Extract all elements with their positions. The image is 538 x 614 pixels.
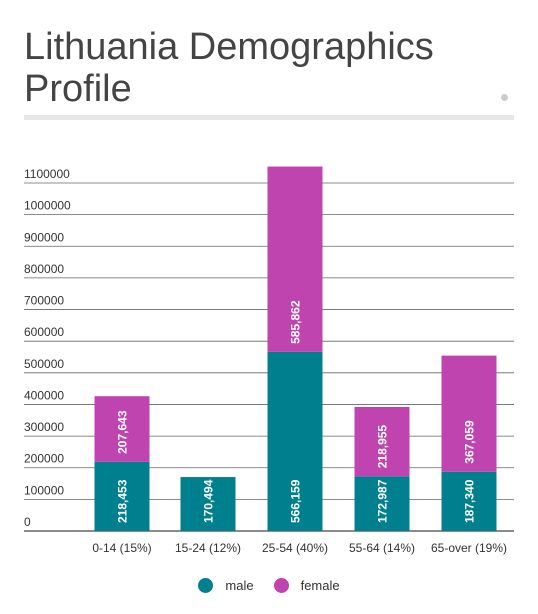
- stacked-bar-chart: 0 100000 200000 300000 400000 500000 600000 700…: [24, 166, 514, 555]
- data-label-male-4: 187,340: [463, 479, 477, 523]
- y-tick-label-100000: 100000: [24, 483, 64, 497]
- y-tick-label-500000: 500000: [24, 357, 64, 371]
- bar-female-2: [267, 166, 323, 352]
- x-tick-label-1: 15-24 (12%): [175, 541, 241, 555]
- chart-legend: male female: [0, 578, 538, 593]
- bar-male-2: [267, 351, 323, 531]
- y-tick-label-600000: 600000: [24, 325, 64, 339]
- y-tick-label-300000: 300000: [24, 420, 64, 434]
- y-tick-label-0: 0: [24, 515, 31, 529]
- data-label-female-2: 585,862: [289, 300, 303, 344]
- bar-female-4: [441, 355, 497, 472]
- chart-title: Lithuania Demographics Profile: [24, 26, 434, 110]
- x-tick-label-2: 25-54 (40%): [262, 541, 328, 555]
- x-tick-label-3: 55-64 (14%): [349, 541, 415, 555]
- bar-male-1: [180, 477, 236, 531]
- data-label-male-2: 566,159: [289, 479, 303, 523]
- legend-label-female: female: [300, 578, 340, 593]
- bar-female-3: [354, 407, 410, 477]
- y-tick-label-800000: 800000: [24, 262, 64, 276]
- data-label-female-4: 367,059: [463, 420, 477, 464]
- y-tick-label-1000000: 1000000: [24, 199, 71, 213]
- title-divider: [24, 115, 514, 120]
- data-label-male-0: 218,453: [116, 479, 130, 523]
- y-tick-label-1100000: 1100000: [24, 167, 70, 181]
- x-tick-label-4: 65-over (19%): [431, 541, 507, 555]
- data-label-female-3: 218,955: [376, 425, 390, 469]
- y-tick-label-400000: 400000: [24, 388, 64, 402]
- data-label-male-3: 172,987: [376, 479, 390, 523]
- y-tick-label-200000: 200000: [24, 452, 64, 466]
- legend-item-female[interactable]: female: [273, 578, 340, 593]
- bar-male-3: [354, 476, 410, 531]
- bar-female-0: [94, 396, 150, 462]
- legend-swatch-male: [198, 578, 214, 593]
- legend-swatch-female: [273, 578, 289, 593]
- y-tick-label-700000: 700000: [24, 294, 64, 308]
- y-tick-label-900000: 900000: [24, 230, 64, 244]
- legend-item-male[interactable]: male: [198, 578, 254, 593]
- legend-label-male: male: [225, 578, 254, 593]
- bar-male-0: [94, 461, 150, 531]
- x-tick-label-0: 0-14 (15%): [92, 541, 151, 555]
- bar-male-4: [441, 471, 497, 531]
- data-label-female-0: 207,643: [116, 410, 130, 454]
- menu-dot-icon[interactable]: [501, 94, 508, 101]
- data-label-male-1: 170,494: [202, 479, 216, 523]
